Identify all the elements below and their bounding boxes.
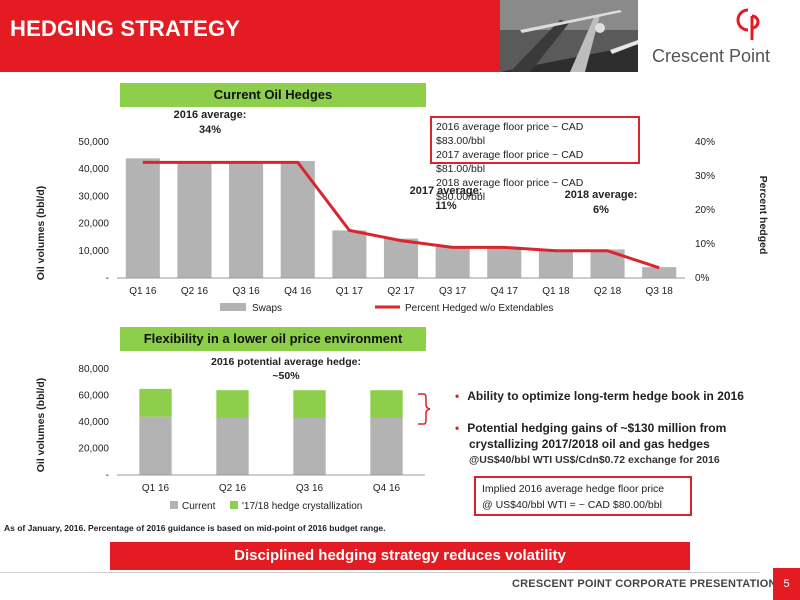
avg-2018-value: 6% [593, 204, 609, 216]
avg-2016-value: 34% [198, 124, 222, 136]
bar-crystallization [370, 390, 403, 419]
percent-hedged-line [142, 160, 660, 270]
potential-hedge-value: ~50% [272, 370, 300, 382]
x-tick-label: Q3 16 [232, 286, 260, 297]
x-tick-label: Q3 16 [296, 483, 324, 494]
x-tick-label: Q1 17 [336, 286, 364, 297]
floor-price-2018: 2018 average floor price ~ CAD $80.00/bb… [436, 177, 584, 203]
bar-current [216, 418, 249, 475]
bullet-2-sub: @US$40/bbl WTI US$/Cdn$0.72 exchange for… [469, 454, 720, 466]
bar-current [139, 416, 172, 475]
bar-swaps [229, 162, 264, 278]
y-tick-label: 60,000 [78, 391, 109, 402]
avg-2017-value: 11% [435, 200, 457, 212]
y2-tick-label: 10% [695, 239, 715, 250]
y-axis-label: Oil volumes (bbl/d) [35, 186, 47, 281]
bottom-banner: Disciplined hedging strategy reduces vol… [110, 542, 690, 570]
header-photo [500, 0, 638, 72]
floor-price-box: 2016 average floor price ~ CAD $83.00/bb… [430, 116, 640, 203]
logo-text: Crescent Point [652, 46, 771, 66]
y2-tick-label: 40% [695, 137, 715, 148]
x-tick-label: Q4 16 [284, 286, 312, 297]
bar-swaps [487, 246, 522, 278]
bar-swaps [642, 267, 677, 278]
y-tick-label: 20,000 [78, 444, 109, 455]
y2-axis-label: Percent hedged [757, 176, 769, 255]
bar-swaps [435, 246, 470, 278]
bar-crystallization [139, 388, 172, 417]
x-tick-label: Q3 18 [646, 286, 674, 297]
bullet-1: • Ability to optimize long-term hedge boo… [455, 389, 744, 403]
slide-title: HEDGING STRATEGY [10, 16, 241, 41]
y-tick-label: 10,000 [78, 246, 109, 257]
y2-tick-label: 0% [695, 273, 710, 284]
bullet-2: • Potential hedging gains of ~$130 millio… [455, 421, 727, 435]
x-tick-label: Q2 17 [387, 286, 415, 297]
company-logo [640, 6, 800, 70]
avg-2017-label: 2017 average: [409, 185, 483, 197]
footer-text: CRESCENT POINT CORPORATE PRESENTATION [512, 578, 777, 590]
bar-current [370, 418, 403, 475]
bullet-2-line1: Potential hedging gains of ~$130 million… [467, 421, 727, 435]
current-oil-hedges-chart: Oil volumes (bbl/d) Percent hedged - 10,0… [35, 137, 769, 314]
bullet-2-cont: crystallizing 2017/2018 oil and gas hedg… [469, 437, 710, 451]
y-tick-label: 20,000 [78, 219, 109, 230]
page-number: 5 [773, 568, 800, 600]
y-tick-label: - [106, 470, 109, 481]
legend-label-percent: Percent Hedged w/o Extendables [405, 303, 553, 314]
bar-crystallization [293, 390, 326, 419]
floor-price-2017: 2017 average floor price ~ CAD $81.00/bb… [436, 149, 584, 175]
y-tick-label: 40,000 [78, 417, 109, 428]
bracket [418, 393, 431, 425]
x-tick-label: Q2 16 [181, 286, 209, 297]
y-tick-label: 30,000 [78, 191, 109, 202]
implied-line-2: @ US$40/bbl WTI = ~ CAD $80.00/bbl [482, 499, 662, 511]
footer-divider [0, 572, 760, 573]
current-oil-hedges-header: Current Oil Hedges [120, 83, 426, 107]
bullet-1-text: Ability to optimize long-term hedge book… [467, 389, 744, 403]
y-tick-label: 80,000 [78, 364, 109, 375]
bar-swaps [332, 230, 367, 278]
y-tick-label: 40,000 [78, 164, 109, 175]
x-tick-label: Q1 16 [129, 286, 157, 297]
bar-crystallization [216, 390, 249, 419]
footnote: As of January, 2016. Percentage of 2016 … [4, 523, 386, 533]
y-tick-label: 50,000 [78, 137, 109, 148]
bar-swaps [383, 238, 419, 278]
flexibility-header: Flexibility in a lower oil price environ… [120, 327, 426, 351]
implied-line-1: Implied 2016 average hedge floor price [482, 483, 665, 495]
potential-hedge-label: 2016 potential average hedge: [211, 356, 361, 368]
bar-swaps [177, 162, 212, 278]
flexibility-chart: Oil volumes (bbl/d) - 20,000 40,000 60,000 8… [35, 364, 425, 512]
x-tick-label: Q4 17 [491, 286, 519, 297]
bar-swaps [538, 249, 573, 278]
y-axis-label: Oil volumes (bbl/d) [35, 378, 47, 473]
legend-label-current: Current [182, 501, 216, 512]
avg-2018-label: 2018 average: [564, 189, 638, 201]
x-tick-label: Q2 16 [219, 483, 247, 494]
x-tick-label: Q4 16 [373, 483, 401, 494]
y-tick-label: - [106, 273, 109, 284]
x-tick-label: Q3 17 [439, 286, 467, 297]
y2-tick-label: 20% [695, 205, 715, 216]
bar-current [293, 418, 326, 475]
header-bar [0, 0, 500, 72]
legend-label-crystallization: '17/18 hedge crystallization [242, 501, 362, 512]
bar-swaps [280, 161, 315, 278]
legend-swatch-swaps [220, 303, 246, 311]
x-tick-label: Q2 18 [594, 286, 622, 297]
y2-tick-label: 30% [695, 171, 715, 182]
x-tick-label: Q1 18 [542, 286, 570, 297]
legend-label-swaps: Swaps [252, 303, 282, 314]
legend-swatch-crystallization [230, 501, 238, 509]
floor-price-2016: 2016 average floor price ~ CAD $83.00/bb… [436, 121, 584, 147]
legend-swatch-current [170, 501, 178, 509]
avg-2016-label: 2016 average: [173, 109, 247, 121]
x-tick-label: Q1 16 [142, 483, 170, 494]
implied-floor-box: Implied 2016 average hedge floor price @… [474, 476, 692, 516]
bar-swaps [125, 158, 160, 278]
